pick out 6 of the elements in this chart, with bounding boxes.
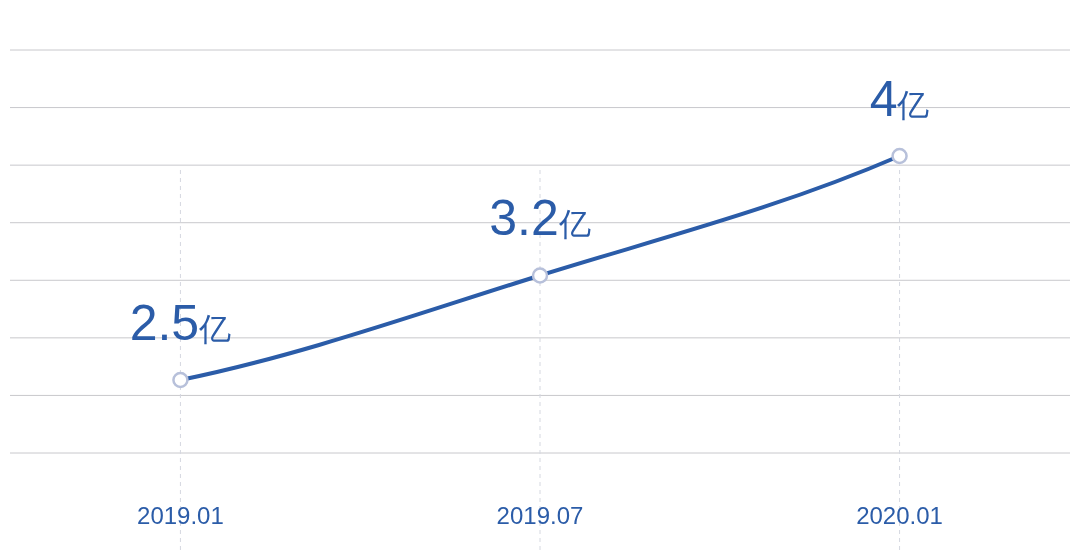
data-label: 3.2亿 <box>489 190 591 247</box>
data-label: 2.5亿 <box>129 295 232 351</box>
data-label: 4亿 <box>869 71 930 127</box>
x-tick-label: 2020.01 <box>856 502 943 529</box>
x-tick-label: 2019.01 <box>137 502 224 529</box>
x-tick-label: 2019.07 <box>496 502 584 529</box>
